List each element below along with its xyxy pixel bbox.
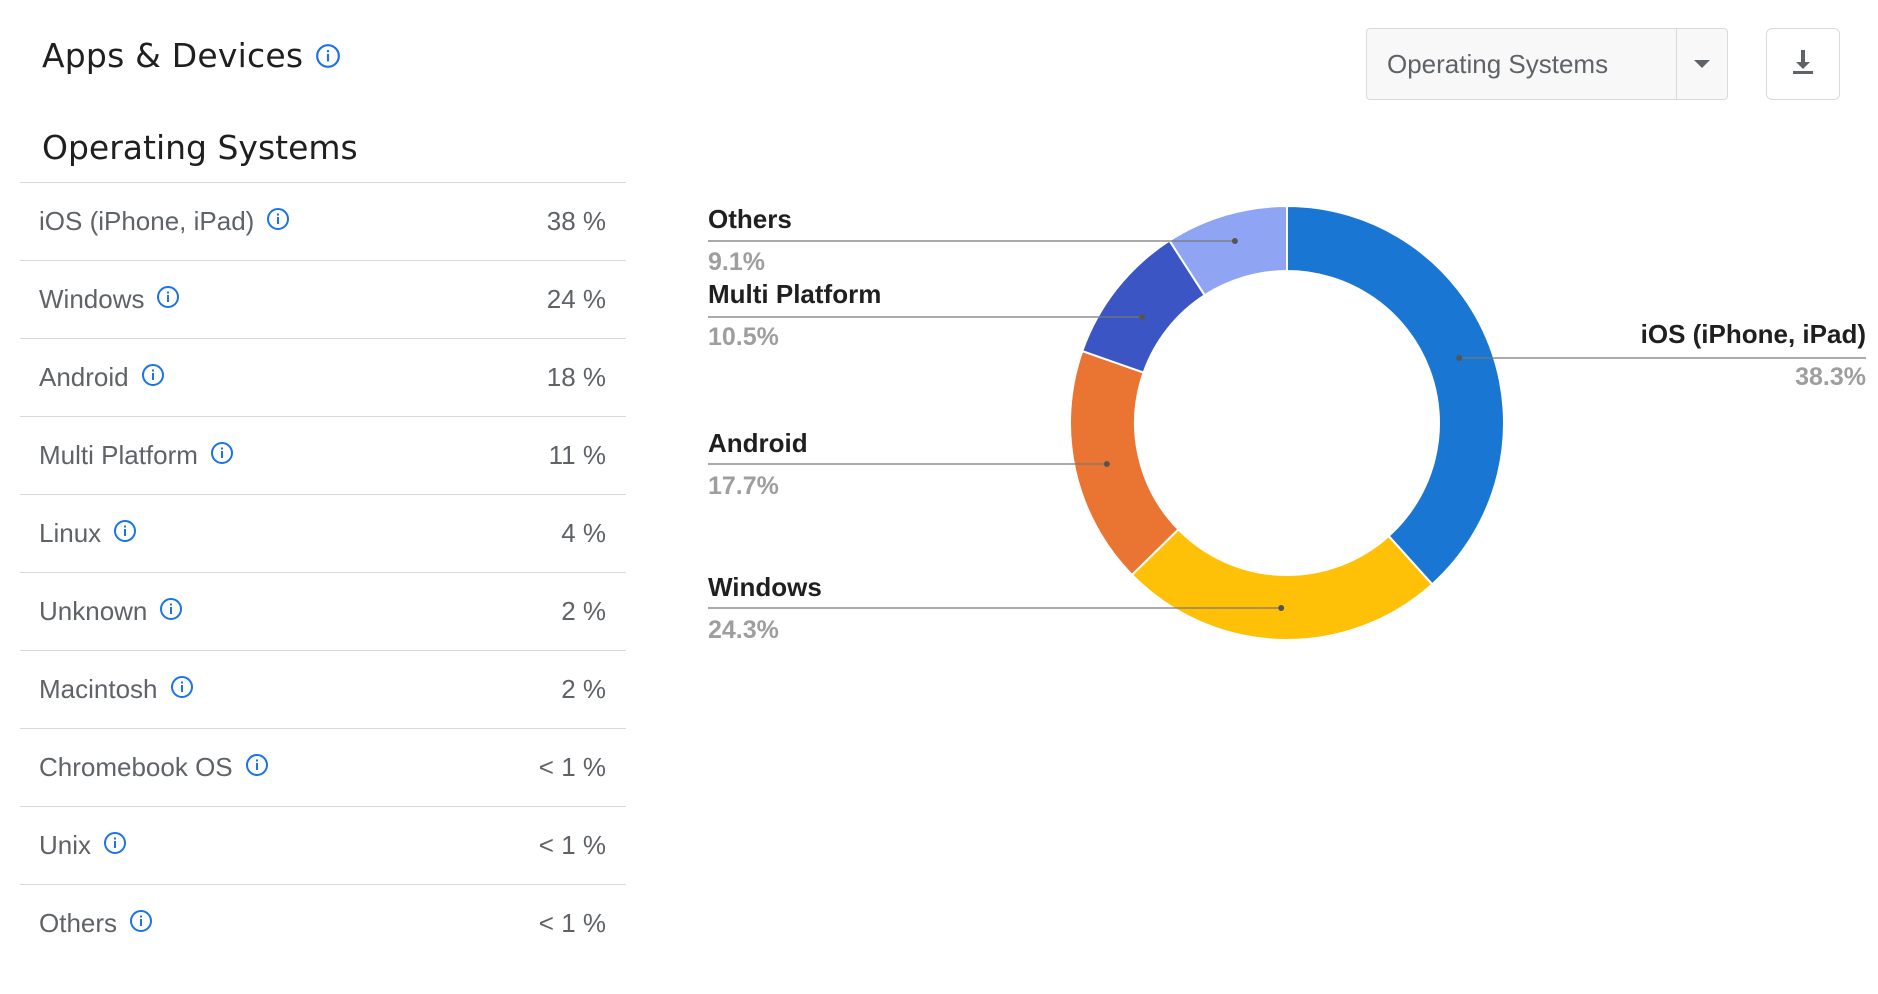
- info-icon[interactable]: [245, 753, 269, 777]
- slice-label: Others: [708, 204, 792, 234]
- os-name-text: Multi Platform: [39, 440, 198, 470]
- section-title: Operating Systems: [42, 128, 358, 167]
- page-title: Apps & Devices: [42, 36, 341, 75]
- os-percentage: 11 %: [548, 440, 606, 470]
- info-icon[interactable]: [315, 43, 341, 69]
- os-percentage: 18 %: [546, 362, 606, 392]
- slice-others[interactable]: [1168, 204, 1288, 297]
- os-table: iOS (iPhone, iPad) 38 % Windows 24 % Android…: [20, 182, 626, 962]
- table-row: iOS (iPhone, iPad) 38 %: [20, 182, 626, 260]
- os-name-text: Unix: [39, 830, 92, 860]
- info-icon[interactable]: [170, 675, 194, 699]
- os-name: Macintosh: [39, 674, 194, 705]
- leader-dot: [1231, 238, 1238, 244]
- os-name-text: Android: [39, 362, 129, 392]
- table-row: Multi Platform 11 %: [20, 416, 626, 494]
- os-percentage: 2 %: [561, 674, 606, 704]
- info-icon[interactable]: [103, 831, 127, 855]
- info-icon[interactable]: [129, 909, 153, 933]
- os-percentage: 4 %: [561, 518, 606, 548]
- table-row: Linux 4 %: [20, 494, 626, 572]
- os-name-text: Linux: [39, 518, 102, 548]
- os-name: iOS (iPhone, iPad): [39, 206, 290, 237]
- slice-label: Multi Platform: [708, 279, 881, 309]
- download-icon: [1790, 48, 1816, 81]
- os-percentage: 24 %: [546, 284, 606, 314]
- slice-value-label: 24.3%: [708, 616, 779, 644]
- os-name-text: Windows: [39, 284, 145, 314]
- os-name: Unknown: [39, 596, 183, 627]
- slice-label: Windows: [708, 572, 822, 602]
- dropdown-selected: Operating Systems: [1387, 48, 1609, 79]
- slice-label: iOS (iPhone, iPad): [1641, 319, 1866, 349]
- os-name: Chromebook OS: [39, 752, 269, 783]
- table-row: Unknown 2 %: [20, 572, 626, 650]
- category-dropdown[interactable]: Operating Systems: [1366, 28, 1728, 100]
- leader-dot: [1456, 355, 1463, 361]
- os-name: Others: [39, 908, 153, 939]
- os-name: Android: [39, 362, 165, 393]
- table-row: Macintosh 2 %: [20, 650, 626, 728]
- slice-value-label: 10.5%: [708, 323, 779, 351]
- os-name-text: Unknown: [39, 596, 148, 626]
- slice-value-label: 9.1%: [708, 248, 765, 276]
- leader-dot: [1103, 461, 1110, 467]
- os-name-text: Others: [39, 908, 118, 938]
- os-percentage: < 1 %: [538, 752, 606, 782]
- chevron-down-icon[interactable]: [1676, 29, 1727, 99]
- os-name: Unix: [39, 830, 127, 861]
- info-icon[interactable]: [113, 519, 137, 543]
- slice-label: Android: [708, 428, 808, 458]
- download-button[interactable]: [1766, 28, 1840, 100]
- info-icon[interactable]: [141, 363, 165, 387]
- info-icon[interactable]: [156, 285, 180, 309]
- table-row: Chromebook OS < 1 %: [20, 728, 626, 806]
- os-name-text: Macintosh: [39, 674, 158, 704]
- table-row: Unix < 1 %: [20, 806, 626, 884]
- os-name: Multi Platform: [39, 440, 234, 471]
- page-title-text: Apps & Devices: [42, 36, 304, 75]
- table-row: Windows 24 %: [20, 260, 626, 338]
- slice-windows[interactable]: [1130, 527, 1434, 641]
- slice-ios-iphone-ipad[interactable]: [1286, 204, 1505, 586]
- os-name: Windows: [39, 284, 180, 315]
- info-icon[interactable]: [159, 597, 183, 621]
- slice-value-label: 17.7%: [708, 472, 779, 500]
- info-icon[interactable]: [210, 441, 234, 465]
- table-row: Others < 1 %: [20, 884, 626, 962]
- os-name: Linux: [39, 518, 137, 549]
- os-name-text: iOS (iPhone, iPad): [39, 206, 255, 236]
- leader-dot: [1139, 314, 1146, 320]
- slice-value-label: 38.3%: [1795, 363, 1866, 391]
- table-row: Android 18 %: [20, 338, 626, 416]
- info-icon[interactable]: [266, 207, 290, 231]
- os-percentage: < 1 %: [538, 830, 606, 860]
- os-percentage: 38 %: [546, 206, 606, 236]
- slice-android[interactable]: [1069, 349, 1180, 577]
- os-percentage: 2 %: [561, 596, 606, 626]
- os-name-text: Chromebook OS: [39, 752, 233, 782]
- leader-dot: [1278, 605, 1285, 611]
- os-percentage: < 1 %: [538, 908, 606, 938]
